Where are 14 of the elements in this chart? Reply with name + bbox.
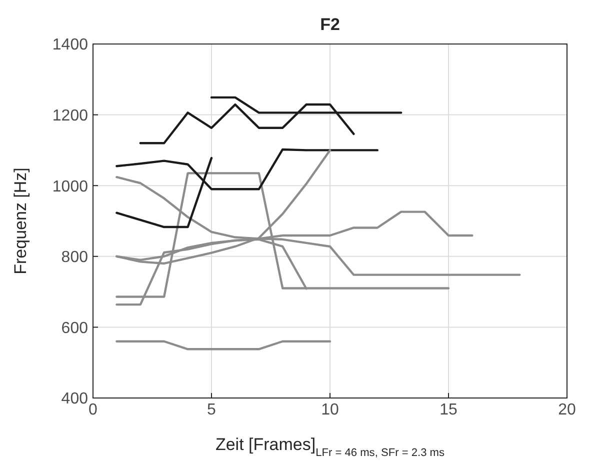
y-axis-title: Frequenz [Hz]	[11, 168, 30, 274]
x-axis-title: Zeit [Frames]$_{LFr = 46 ms, SFr = 2.3 ms}$	[215, 435, 445, 459]
y-tick-label: 800	[61, 249, 88, 266]
chart-title: F2	[320, 15, 340, 34]
x-tick-label: 10	[321, 401, 339, 418]
x-tick-label: 5	[207, 401, 216, 418]
y-tick-label: 1400	[52, 36, 88, 54]
y-tick-label: 600	[61, 320, 88, 337]
y-tick-label: 400	[61, 390, 88, 408]
y-tick-label: 1200	[52, 107, 88, 124]
y-tick-label: 1000	[52, 178, 88, 196]
x-tick-label: 0	[88, 401, 98, 418]
x-tick-label: 15	[440, 401, 458, 418]
x-tick-label: 20	[558, 401, 576, 418]
